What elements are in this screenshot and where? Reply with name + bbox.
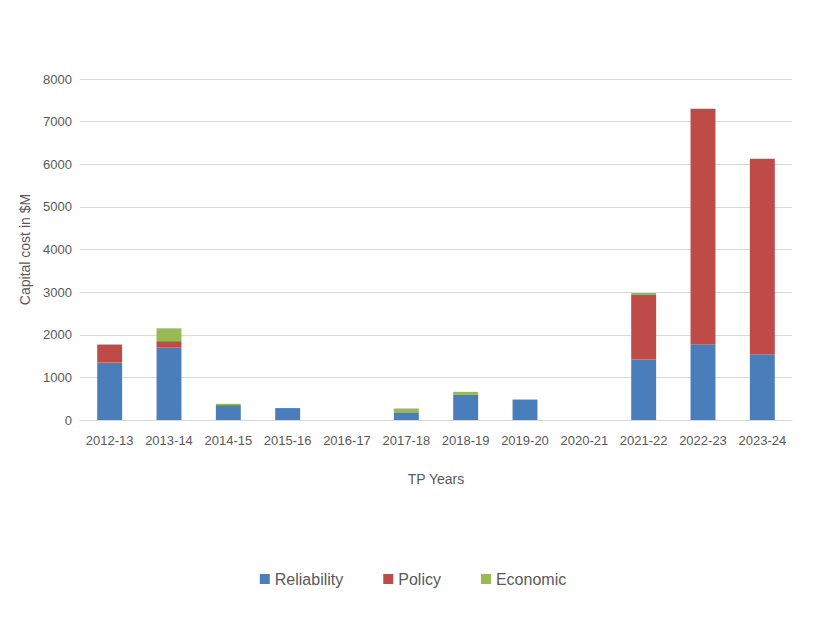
svg-text:4000: 4000 [43,242,72,257]
svg-text:2014-15: 2014-15 [204,433,252,448]
svg-text:3000: 3000 [43,285,72,300]
svg-text:TP Years: TP Years [408,471,465,487]
svg-text:0: 0 [65,413,72,428]
svg-text:2012-13: 2012-13 [86,433,134,448]
svg-text:2017-18: 2017-18 [382,433,430,448]
svg-text:2000: 2000 [43,327,72,342]
svg-text:Reliability: Reliability [275,571,343,588]
svg-text:2018-19: 2018-19 [442,433,490,448]
svg-text:2013-14: 2013-14 [145,433,193,448]
svg-text:2015-16: 2015-16 [264,433,312,448]
svg-text:2016-17: 2016-17 [323,433,371,448]
svg-text:8000: 8000 [43,72,72,87]
svg-text:Policy: Policy [398,571,441,588]
svg-text:6000: 6000 [43,157,72,172]
svg-text:Economic: Economic [496,571,566,588]
svg-text:Capital cost in $M: Capital cost in $M [17,194,33,305]
svg-text:7000: 7000 [43,114,72,129]
svg-text:2021-22: 2021-22 [620,433,668,448]
svg-text:1000: 1000 [43,370,72,385]
svg-text:2020-21: 2020-21 [560,433,608,448]
svg-text:2019-20: 2019-20 [501,433,549,448]
svg-text:5000: 5000 [43,199,72,214]
svg-text:2023-24: 2023-24 [738,433,786,448]
svg-text:2022-23: 2022-23 [679,433,727,448]
